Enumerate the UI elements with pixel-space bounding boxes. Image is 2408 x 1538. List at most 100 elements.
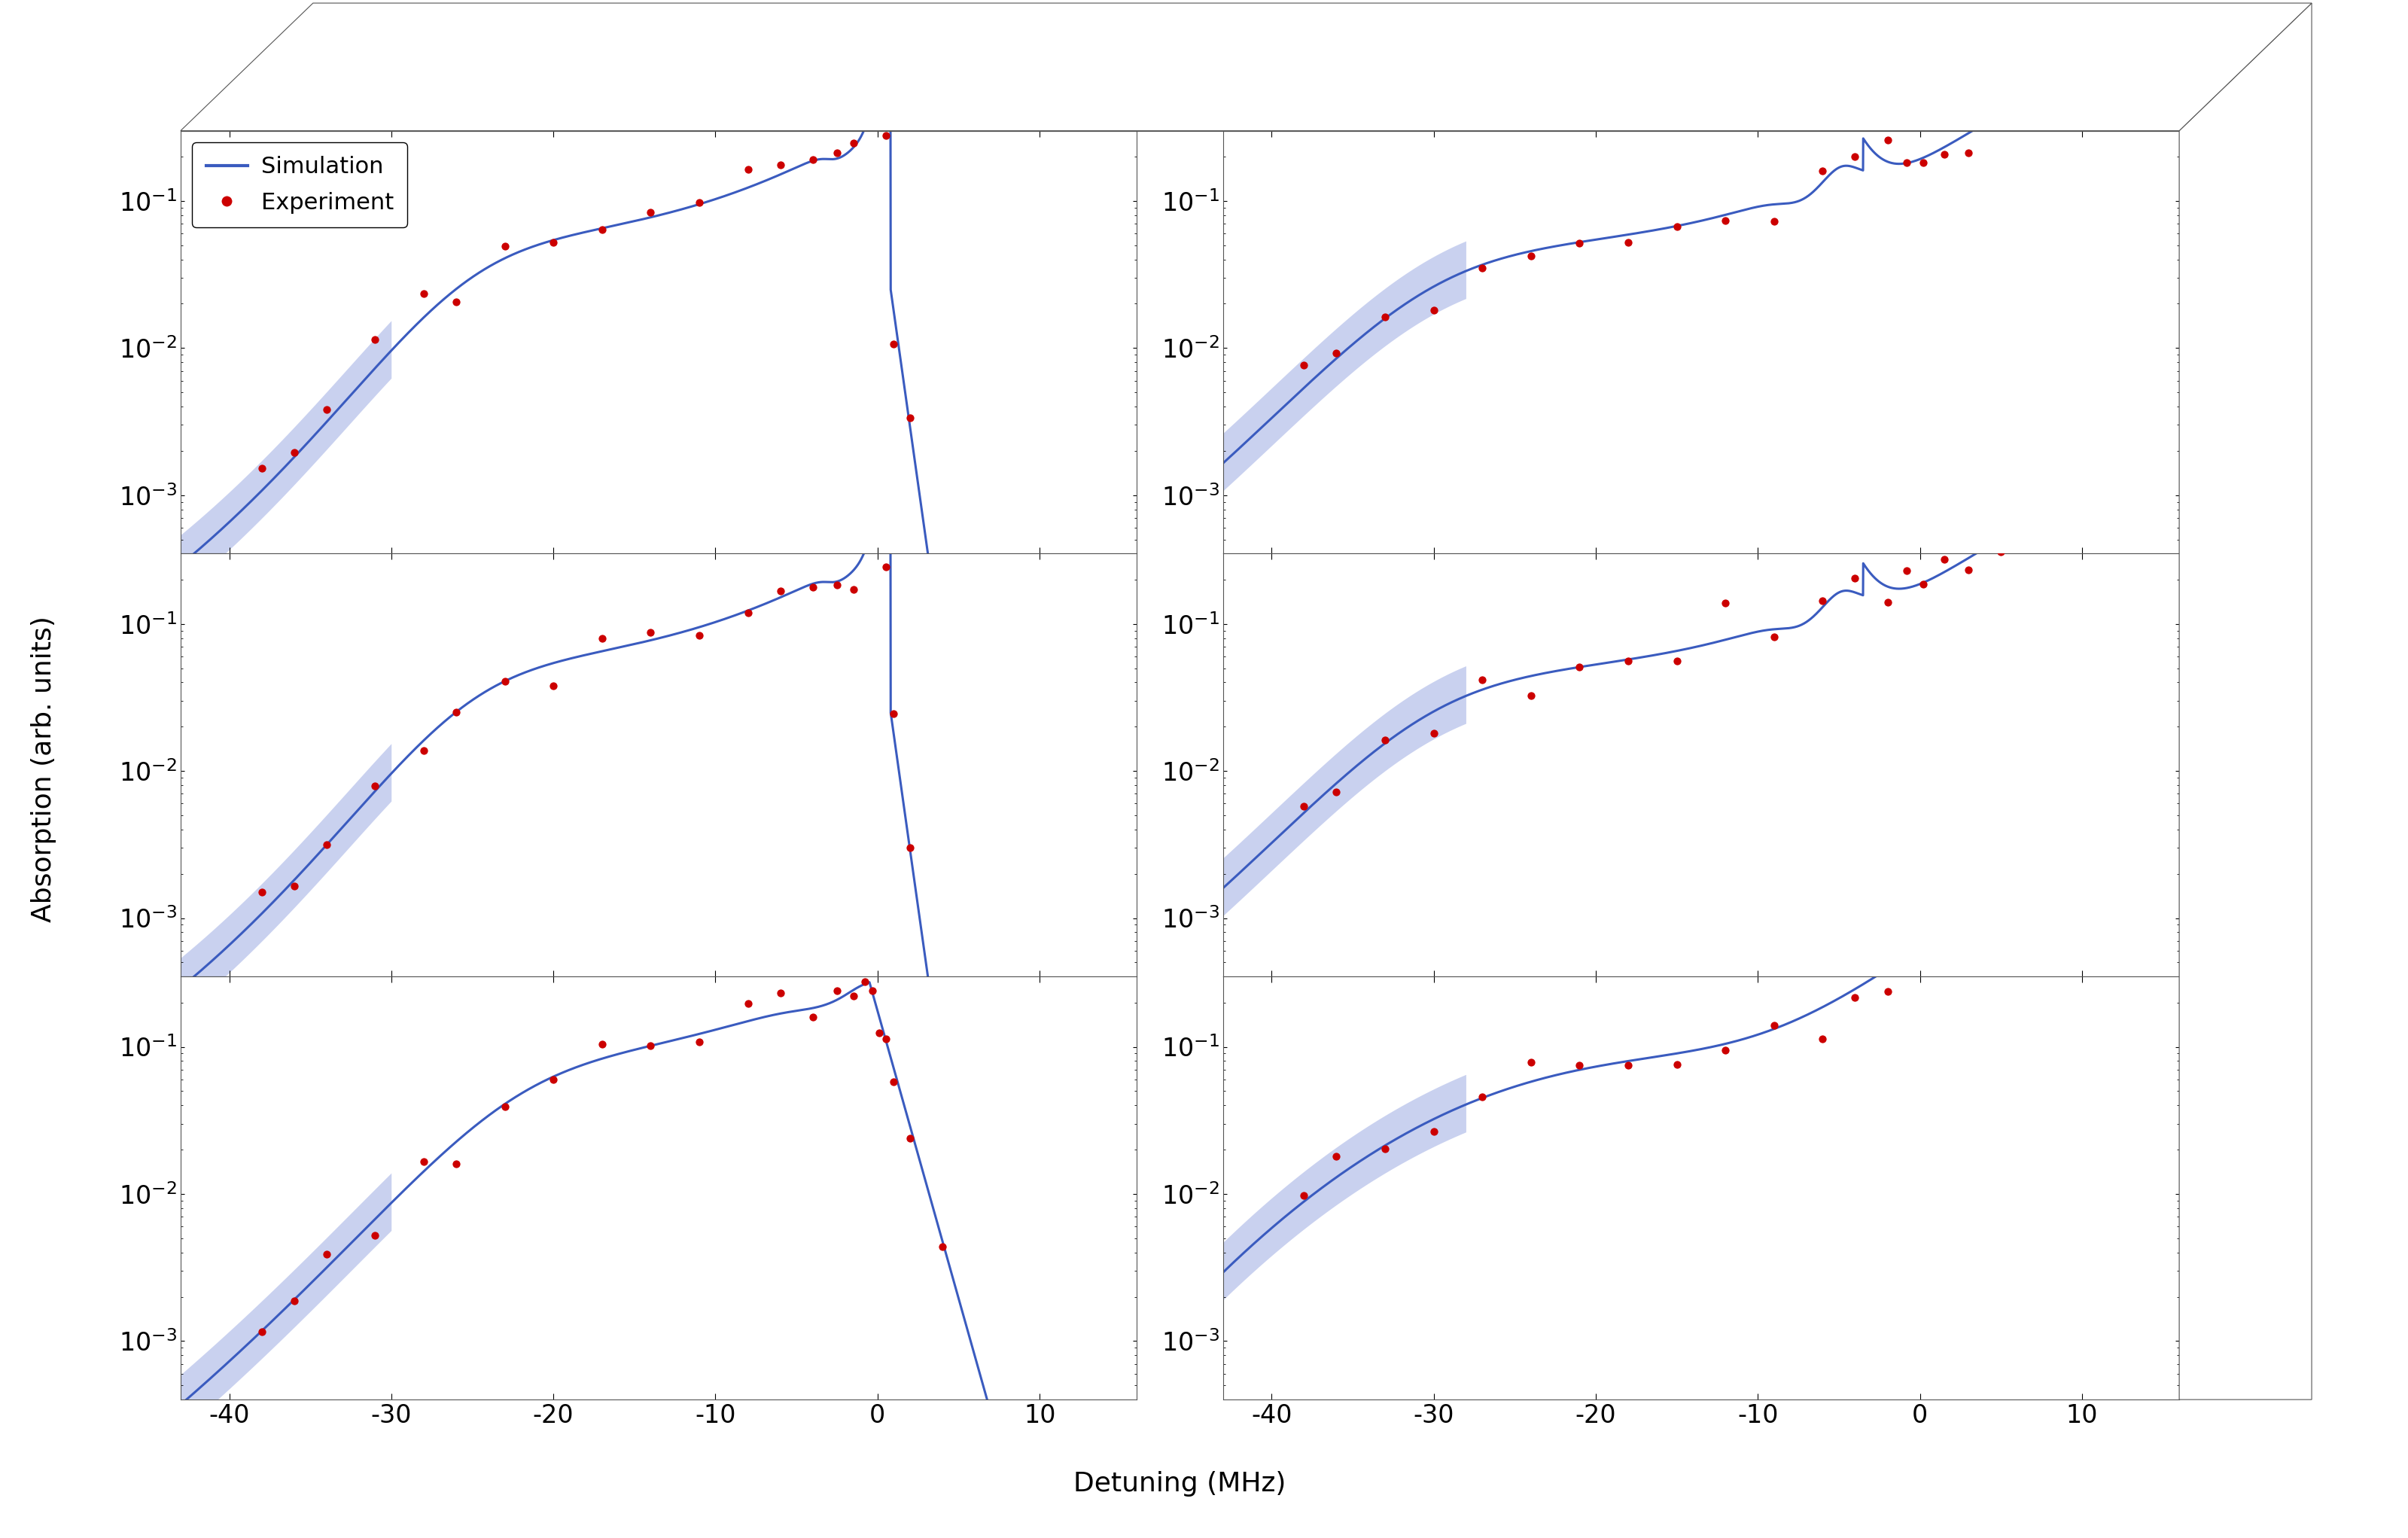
Point bbox=[1560, 655, 1599, 680]
Experiment bbox=[631, 200, 669, 225]
Point bbox=[1317, 1144, 1356, 1169]
Point bbox=[1707, 209, 1746, 234]
Point bbox=[845, 970, 884, 995]
Experiment bbox=[730, 157, 768, 181]
Text: Detuning (MHz): Detuning (MHz) bbox=[1074, 1472, 1286, 1496]
Point bbox=[1413, 1120, 1452, 1144]
Point bbox=[1286, 794, 1324, 818]
Simulation bbox=[954, 821, 982, 840]
Point bbox=[243, 1320, 282, 1344]
Point bbox=[867, 1026, 905, 1050]
Experiment bbox=[243, 455, 282, 480]
Experiment bbox=[891, 406, 929, 431]
Point bbox=[1924, 548, 1963, 572]
Experiment bbox=[819, 140, 857, 165]
Point bbox=[891, 835, 929, 860]
Point bbox=[860, 526, 898, 551]
Simulation bbox=[340, 381, 368, 400]
Point bbox=[1707, 1038, 1746, 1063]
Simulation bbox=[1122, 1515, 1151, 1533]
Legend: Simulation, Experiment: Simulation, Experiment bbox=[193, 141, 407, 228]
Point bbox=[1413, 721, 1452, 746]
Point bbox=[1835, 145, 1873, 169]
Point bbox=[436, 700, 474, 724]
Text: Normal: Normal bbox=[2211, 305, 2232, 380]
Point bbox=[1804, 1026, 1842, 1050]
Experiment bbox=[356, 328, 395, 352]
Point bbox=[679, 1029, 718, 1054]
Point bbox=[631, 620, 669, 644]
Experiment bbox=[535, 229, 573, 254]
Point bbox=[356, 774, 395, 798]
Point bbox=[1869, 128, 1907, 152]
Point bbox=[833, 577, 872, 601]
Experiment bbox=[795, 148, 833, 172]
Experiment bbox=[860, 102, 898, 126]
Point bbox=[1905, 917, 1943, 941]
Point bbox=[874, 701, 913, 726]
Point bbox=[1869, 980, 1907, 1004]
Text: No core-perturber
interaction: No core-perturber interaction bbox=[2211, 672, 2256, 858]
Point bbox=[761, 981, 799, 1006]
Point bbox=[1560, 1054, 1599, 1078]
Point bbox=[1657, 214, 1695, 238]
Point bbox=[2078, 812, 2117, 837]
Point bbox=[1755, 1014, 1794, 1038]
Experiment bbox=[583, 217, 621, 241]
Point bbox=[845, 532, 884, 557]
Point bbox=[761, 578, 799, 603]
Point bbox=[275, 874, 313, 898]
Text: No thermal atoms: No thermal atoms bbox=[2211, 1094, 2232, 1283]
Simulation bbox=[787, 155, 816, 174]
Point bbox=[1982, 540, 2020, 564]
Point bbox=[730, 992, 768, 1017]
Simulation bbox=[860, 102, 889, 120]
Experiment bbox=[405, 281, 443, 306]
Point bbox=[1924, 927, 1963, 952]
Point bbox=[795, 1004, 833, 1029]
Point bbox=[852, 520, 891, 544]
Point bbox=[275, 1289, 313, 1313]
Point bbox=[405, 1149, 443, 1173]
Point bbox=[891, 1126, 929, 1150]
Simulation bbox=[879, 306, 908, 325]
Point bbox=[583, 626, 621, 651]
Point bbox=[1755, 209, 1794, 234]
Point bbox=[1657, 649, 1695, 674]
Point bbox=[243, 880, 282, 904]
Point bbox=[1560, 231, 1599, 255]
Point bbox=[1707, 591, 1746, 615]
Point bbox=[2078, 57, 2117, 82]
Point bbox=[1948, 140, 1987, 165]
Point bbox=[2030, 86, 2068, 111]
Point bbox=[679, 623, 718, 647]
Point bbox=[833, 983, 872, 1007]
Experiment bbox=[874, 332, 913, 357]
Point bbox=[1888, 558, 1926, 583]
Point bbox=[1609, 1052, 1647, 1077]
Point bbox=[1869, 589, 1907, 614]
Simulation bbox=[739, 175, 768, 194]
Point bbox=[730, 600, 768, 624]
Point bbox=[922, 1235, 961, 1260]
Point bbox=[308, 832, 347, 857]
Point bbox=[356, 1223, 395, 1247]
Experiment bbox=[679, 191, 718, 215]
Point bbox=[631, 1034, 669, 1058]
Point bbox=[1413, 298, 1452, 323]
Point bbox=[852, 978, 891, 1003]
Point bbox=[1365, 727, 1404, 752]
Point bbox=[436, 1152, 474, 1177]
Simulation bbox=[166, 555, 195, 574]
Point bbox=[1888, 151, 1926, 175]
Experiment bbox=[852, 102, 891, 126]
Experiment bbox=[761, 152, 799, 177]
Point bbox=[1948, 557, 1987, 581]
Point bbox=[1755, 624, 1794, 649]
Point bbox=[1365, 1137, 1404, 1161]
Point bbox=[1609, 231, 1647, 255]
Simulation bbox=[1050, 1515, 1079, 1533]
Point bbox=[2030, 481, 2068, 506]
Point bbox=[1924, 141, 1963, 166]
Point bbox=[1948, 906, 1987, 930]
